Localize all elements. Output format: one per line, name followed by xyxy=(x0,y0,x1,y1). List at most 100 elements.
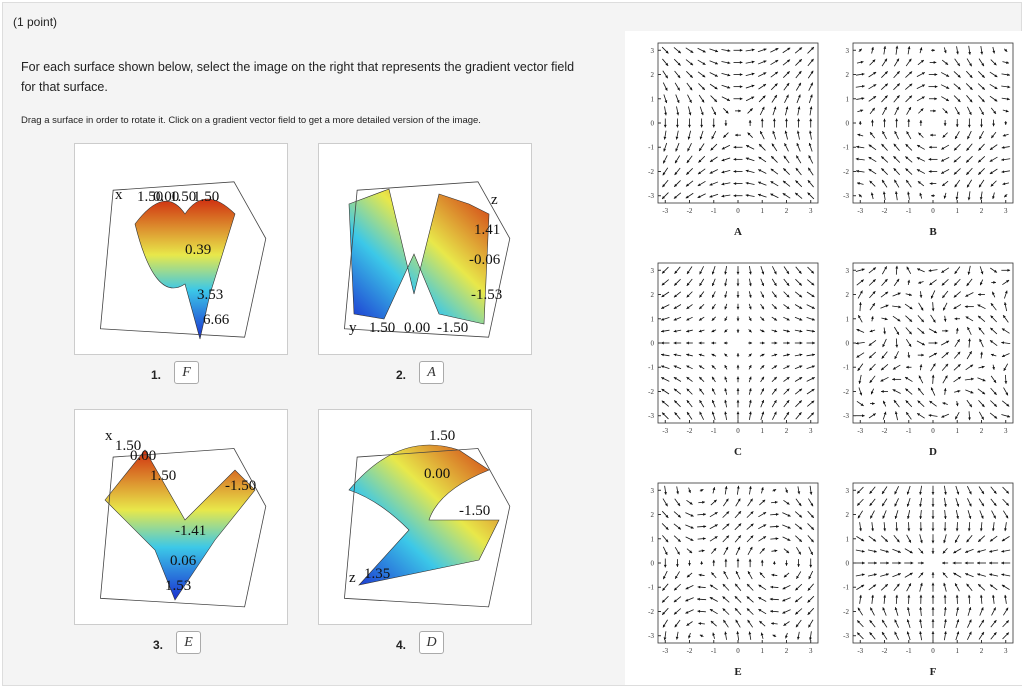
surface-label: 3.53 xyxy=(197,287,223,303)
x-tick-label: 2 xyxy=(980,207,984,215)
y-tick-label: 0 xyxy=(846,340,850,348)
surface-label: -0.06 xyxy=(469,252,501,268)
question-number: 1. xyxy=(151,368,161,382)
x-tick-label: 3 xyxy=(809,207,813,215)
x-tick-label: 0 xyxy=(931,207,935,215)
field-label: B xyxy=(929,226,937,238)
field-label: F xyxy=(930,666,937,678)
y-tick-label: 2 xyxy=(846,511,850,519)
surface-label: x xyxy=(115,187,123,203)
y-tick-label: -1 xyxy=(843,364,849,372)
surface-label: 1.50 xyxy=(150,468,176,484)
surface-label: 1.50 xyxy=(193,189,219,205)
x-tick-label: -1 xyxy=(711,207,717,215)
surface xyxy=(349,189,489,324)
x-tick-label: 3 xyxy=(1004,207,1008,215)
x-tick-label: -2 xyxy=(687,207,693,215)
y-tick-label: 1 xyxy=(846,315,850,323)
x-tick-label: 2 xyxy=(980,647,984,655)
x-tick-label: -1 xyxy=(906,207,912,215)
x-tick-label: 2 xyxy=(980,427,984,435)
y-tick-label: -3 xyxy=(648,192,654,200)
vector-fields: -3 -3 -2 -2 -1 -1 0 0 1 1 2 2 3 3 A -3 -3 -2 -2 -1 -1 0 0 1 1 2 2 3… xyxy=(625,31,1024,685)
x-tick-label: 2 xyxy=(785,207,789,215)
y-tick-label: 0 xyxy=(651,120,655,128)
surface-label: 0.00 xyxy=(404,320,430,336)
y-tick-label: -1 xyxy=(648,144,654,152)
y-tick-label: -3 xyxy=(843,632,849,640)
y-tick-label: 3 xyxy=(846,487,850,495)
x-tick-label: 0 xyxy=(736,207,740,215)
y-tick-label: -2 xyxy=(843,388,849,396)
y-tick-label: 1 xyxy=(651,535,655,543)
x-tick-label: 3 xyxy=(809,427,813,435)
surface-label: 0.06 xyxy=(170,553,197,569)
answer-input[interactable]: A xyxy=(419,361,444,384)
x-tick-label: -1 xyxy=(906,427,912,435)
surface-label: -1.50 xyxy=(459,503,490,519)
surface-label: -1.50 xyxy=(437,320,468,336)
y-tick-label: 2 xyxy=(846,291,850,299)
x-tick-label: 1 xyxy=(760,647,764,655)
vector-field-panel: -3 -3 -2 -2 -1 -1 0 0 1 1 2 2 3 3 A -3 -3 -2 -2 -1 -1 0 0 1 1 2 2 3… xyxy=(625,31,1024,685)
y-tick-label: -1 xyxy=(648,364,654,372)
x-tick-label: -2 xyxy=(687,647,693,655)
y-tick-label: -3 xyxy=(843,412,849,420)
x-tick-label: 1 xyxy=(955,427,959,435)
field-label: A xyxy=(734,226,742,238)
surface-label: 1.53 xyxy=(165,578,191,594)
points: (1 point) xyxy=(13,15,57,29)
surface-label: 1.35 xyxy=(364,566,390,582)
answer-input[interactable]: F xyxy=(174,361,199,384)
y-tick-label: -1 xyxy=(648,584,654,592)
y-tick-label: 0 xyxy=(651,340,655,348)
answer-input[interactable]: E xyxy=(176,631,201,654)
question-number: 2. xyxy=(396,368,406,382)
x-tick-label: 2 xyxy=(785,427,789,435)
question-number: 3. xyxy=(153,638,163,652)
y-tick-label: 2 xyxy=(651,511,655,519)
plot-frame xyxy=(658,43,818,203)
y-tick-label: -2 xyxy=(843,168,849,176)
y-tick-label: 0 xyxy=(651,560,655,568)
y-tick-label: 3 xyxy=(651,267,655,275)
surface-label: x xyxy=(105,428,113,444)
x-tick-label: 2 xyxy=(785,647,789,655)
field-label: D xyxy=(929,446,937,458)
surface-label: y xyxy=(349,320,357,336)
x-tick-label: 3 xyxy=(1004,647,1008,655)
y-tick-label: 2 xyxy=(846,71,850,79)
y-tick-label: 1 xyxy=(846,535,850,543)
instruction: For each surface shown below, select the… xyxy=(21,57,591,97)
surface-label: 1.41 xyxy=(474,222,500,238)
x-tick-label: 3 xyxy=(1004,427,1008,435)
y-tick-label: -3 xyxy=(843,192,849,200)
x-tick-label: -2 xyxy=(687,427,693,435)
y-tick-label: 0 xyxy=(846,560,850,568)
surface-label: -1.50 xyxy=(225,478,256,494)
x-tick-label: -3 xyxy=(662,427,668,435)
y-tick-label: 3 xyxy=(651,487,655,495)
answer-input[interactable]: D xyxy=(419,631,444,654)
surface-label: 6.66 xyxy=(203,312,230,328)
surface-label: z xyxy=(491,192,498,208)
y-tick-label: 1 xyxy=(846,95,850,103)
y-tick-label: -2 xyxy=(648,388,654,396)
y-tick-label: 2 xyxy=(651,291,655,299)
x-tick-label: 0 xyxy=(931,427,935,435)
plot-frame xyxy=(853,43,1013,203)
y-tick-label: 3 xyxy=(651,47,655,55)
surface-label: -1.41 xyxy=(175,523,206,539)
